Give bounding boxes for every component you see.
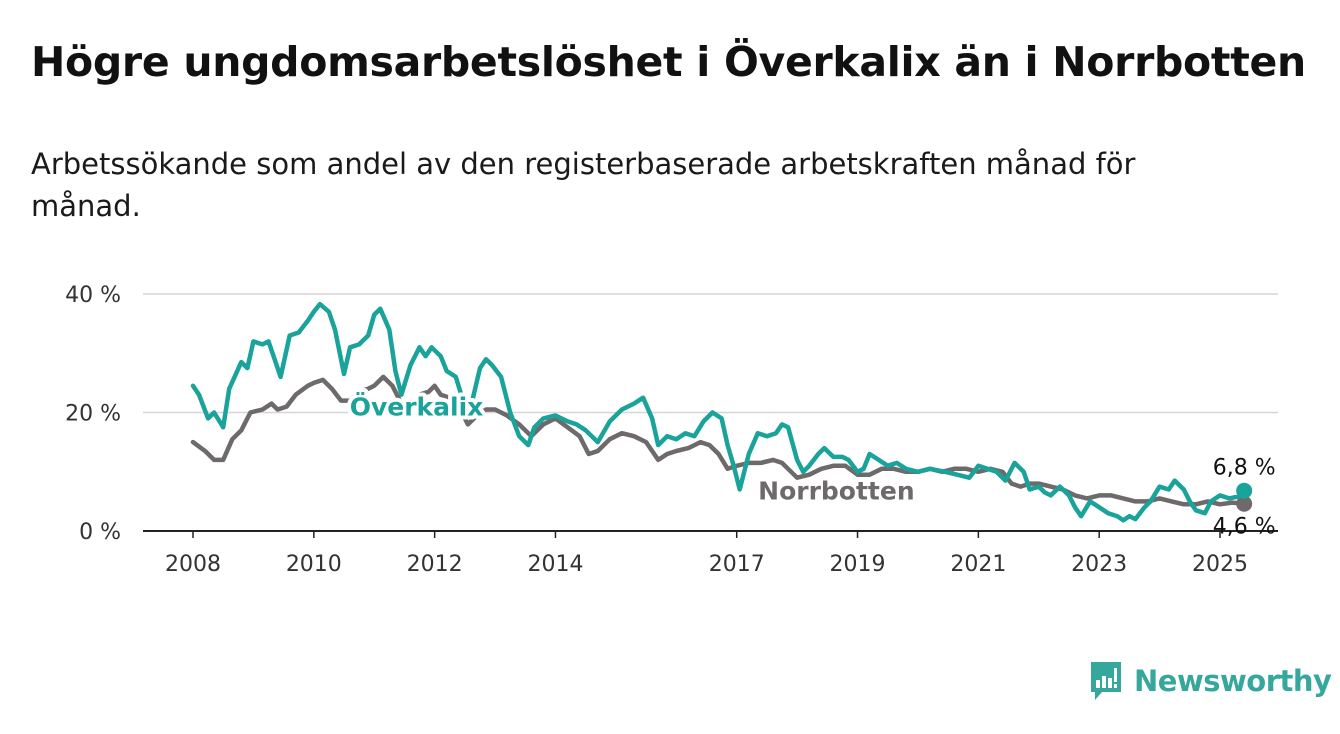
- label-layer: 6,8 %4,6 %ÖverkalixÖverkalixNorrbottenNo…: [346, 387, 1276, 540]
- series-line--verkalix: [190, 301, 1247, 523]
- y-tick-label-0: 0 %: [79, 520, 121, 545]
- x-tick-label-4: 2017: [709, 552, 765, 577]
- x-tick-label-3: 2014: [527, 552, 583, 577]
- x-tick-label-2: 2012: [407, 552, 463, 577]
- line-chart: 0 % 20 % 40 % 2008 2010 2012 2014 2017 2019 2021 2…: [65, 283, 1278, 577]
- series-line-norrbotten: [190, 374, 1247, 507]
- page-subtitle: Arbetssökande som andel av den registerb…: [31, 147, 1136, 223]
- end-value-label-norrbotten: 4,6 %: [1213, 515, 1276, 540]
- brand: Newsworthy: [1088, 660, 1332, 702]
- series-label-norrbotten: Norrbotten: [758, 477, 914, 506]
- brand-name: Newsworthy: [1134, 664, 1332, 698]
- end-value-label--verkalix: 6,8 %: [1213, 456, 1276, 481]
- newsworthy-logo-icon: [1091, 662, 1121, 700]
- x-tick-label-1: 2010: [286, 552, 342, 577]
- y-tick-label-2: 40 %: [65, 283, 121, 308]
- page-title: Högre ungdomsarbetslöshet i Överkalix än…: [31, 38, 1306, 86]
- x-tick-label-8: 2025: [1192, 552, 1248, 577]
- axis-layer: 0 % 20 % 40 % 2008 2010 2012 2014 2017 2019 2021 2…: [65, 283, 1248, 577]
- series-label-halo--verkalix: Överkalix: [350, 391, 484, 421]
- series-end-point--verkalix: [1236, 482, 1253, 499]
- series-layer: [190, 301, 1253, 523]
- series-label-halo-norrbotten: Norrbotten: [758, 477, 914, 506]
- series-end-point-norrbotten: [1236, 495, 1253, 512]
- x-tick-label-7: 2023: [1071, 552, 1127, 577]
- y-tick-label-1: 20 %: [65, 402, 121, 427]
- x-tick-label-6: 2021: [950, 552, 1006, 577]
- x-tick-label-5: 2019: [830, 552, 886, 577]
- x-tick-label-0: 2008: [165, 552, 221, 577]
- series-label--verkalix: Överkalix: [350, 391, 484, 421]
